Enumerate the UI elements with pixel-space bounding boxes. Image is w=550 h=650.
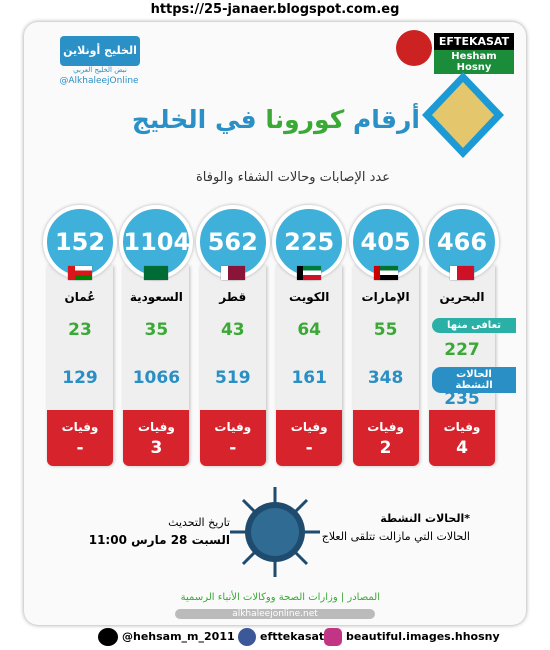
instagram-icon	[324, 628, 342, 646]
update-date: السبت 28 مارس 11:00	[88, 533, 230, 547]
total-circle: 1104	[119, 205, 194, 279]
deaths-label: وفيات	[138, 420, 175, 434]
virus	[230, 487, 320, 577]
flag	[144, 266, 169, 280]
flag	[68, 266, 92, 280]
flag	[297, 266, 322, 280]
avatar	[396, 30, 432, 66]
footer-instagram: beautiful.images.hhosny	[346, 630, 500, 643]
title-part: كورونا	[265, 105, 345, 134]
update-label: تاريخ التحديث	[168, 516, 230, 529]
country-name: الكويت	[289, 290, 330, 304]
deaths-label: وفيات	[214, 420, 252, 434]
deaths: -	[305, 438, 313, 458]
country-name: البحرين	[439, 290, 485, 304]
title: أرقام كورونا في الخليج	[120, 105, 420, 134]
title-part: أرقام	[344, 105, 420, 134]
deaths: -	[76, 438, 84, 458]
country-name: السعودية	[129, 290, 183, 304]
deaths-box	[123, 410, 190, 466]
footer-twitter: @hehsam_m_2011	[122, 630, 235, 643]
title-part: في الخليج	[131, 105, 266, 134]
subtitle: عدد الإصابات وحالات الشفاء والوفاة	[195, 170, 390, 185]
total-circle: 225	[272, 205, 347, 279]
facebook-icon	[238, 628, 256, 646]
deaths-label: وفيات	[290, 420, 328, 434]
deaths-box	[276, 410, 343, 466]
footer-facebook: efttekasat	[260, 630, 325, 643]
note-title: *الحالات النشطة	[380, 512, 470, 525]
logo: الخليج أونلاين	[60, 36, 140, 66]
recovered: 55	[373, 320, 398, 340]
note-text: الحالات التي مازالت تتلقى العلاج	[321, 530, 470, 543]
deaths-box	[47, 410, 113, 466]
deaths-box	[429, 410, 495, 466]
deaths-box	[199, 410, 266, 466]
recovered: 64	[297, 320, 322, 340]
flag	[373, 266, 398, 280]
recovered: 43	[220, 320, 245, 340]
deaths: -	[229, 438, 237, 458]
recovered-label: تعافى منها	[432, 318, 516, 333]
twitter-icon	[98, 628, 118, 646]
deaths: 4	[456, 438, 468, 458]
brand-sub: Hesham Hosny	[434, 50, 514, 74]
recovered: 23	[68, 320, 92, 340]
active: 1066	[132, 368, 181, 388]
deaths: 2	[379, 438, 392, 458]
site: alkhaleejonline.net	[175, 609, 375, 619]
deaths-label: وفيات	[367, 420, 404, 434]
active: 129	[62, 368, 98, 388]
flag	[220, 266, 245, 280]
deaths-label: وفيات	[443, 420, 481, 434]
active: 235	[444, 389, 480, 409]
active: 519	[215, 368, 251, 388]
active-label: الحالات النشطة	[432, 367, 516, 393]
country-name: قطر	[219, 290, 247, 304]
url: https://25-janaer.blogspot.com.eg	[150, 2, 400, 17]
handle: @AlkhaleejOnline	[59, 76, 139, 86]
active: 348	[367, 368, 404, 388]
logo-sub: نبض الخليج العربي	[73, 66, 127, 74]
flag	[450, 266, 474, 280]
active: 161	[291, 368, 327, 388]
sources: المصادر | وزارات الصحة ووكالات الأنباء ا…	[180, 592, 380, 603]
gcc-map	[422, 72, 504, 158]
country-name: الإمارات	[361, 290, 410, 304]
brand: EFTEKASAT	[434, 33, 514, 50]
recovered: 35	[144, 320, 169, 340]
deaths-box	[352, 410, 419, 466]
recovered: 227	[444, 340, 480, 360]
deaths-label: وفيات	[61, 420, 99, 434]
deaths: 3	[150, 438, 163, 458]
country-name: عُمان	[64, 290, 96, 304]
